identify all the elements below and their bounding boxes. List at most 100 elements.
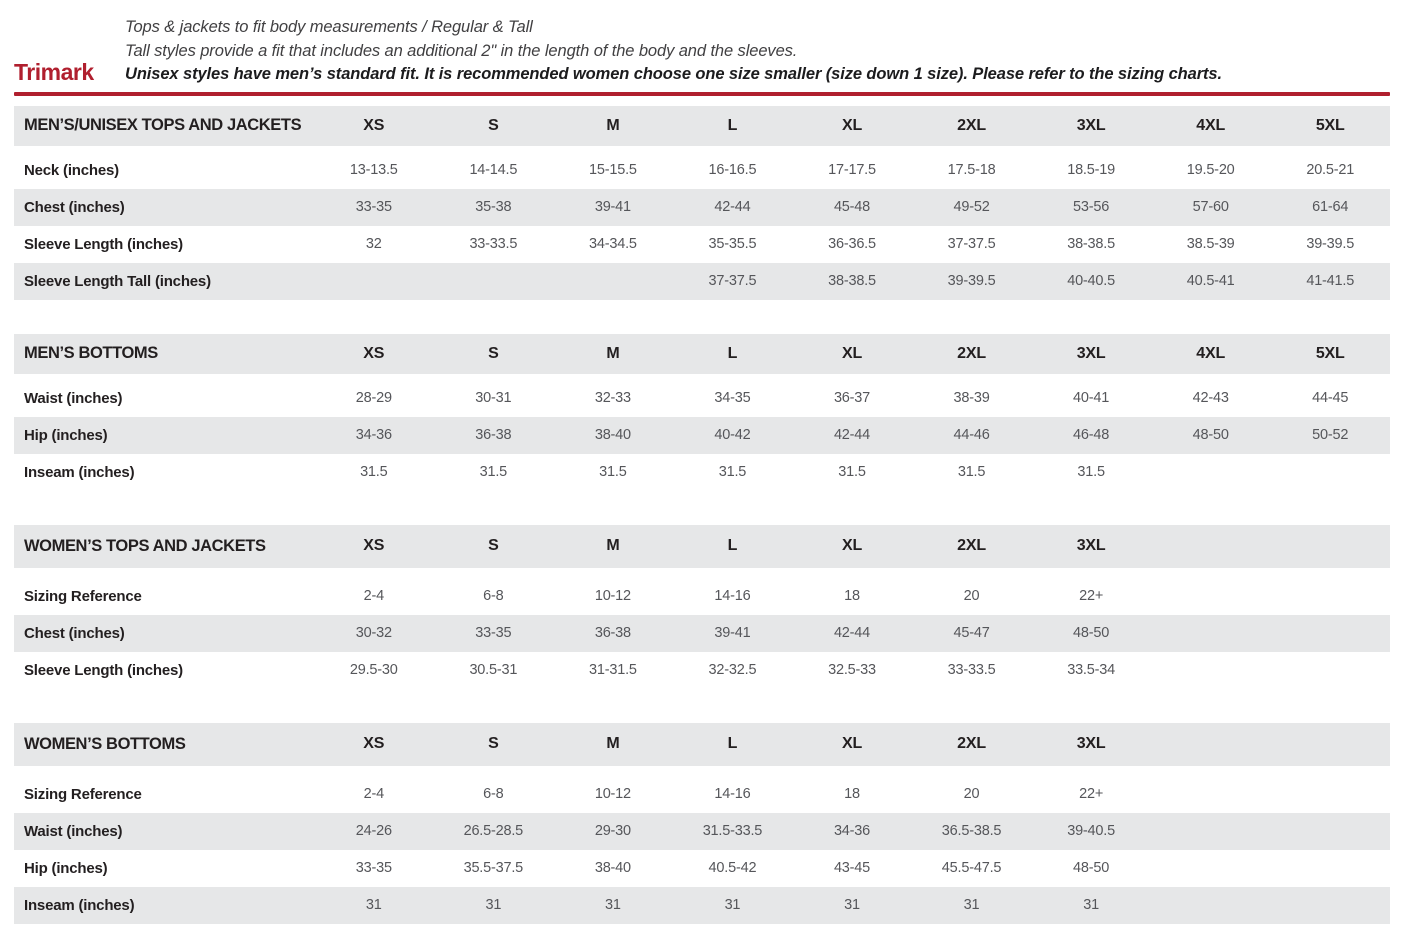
size-value-cell: 42-43 <box>1192 390 1229 406</box>
table-header-row: MEN’S/UNISEX TOPS AND JACKETS XS S M L XL 2XL 3… <box>14 105 1390 146</box>
size-table-womens-tops-and-jackets: WOMEN’S TOPS AND JACKETS XS S M L XL 2XL 3XL Siz… <box>14 524 1390 689</box>
table-row: Waist (inches) 24-26 26.5-28.5 29-30 31.5-33… <box>14 812 1390 850</box>
size-value-cell: 35-35.5 <box>708 236 757 252</box>
size-value-cell: 16-16.5 <box>708 162 757 178</box>
table-row: Inseam (inches) 31.5 31.5 31.5 31.5 31.5 31.5 3… <box>14 454 1390 491</box>
row-label: Sizing Reference <box>24 587 142 605</box>
size-column-header: 2XL <box>957 344 986 362</box>
size-value-cell: 18 <box>844 588 860 604</box>
size-value-cell: 14-14.5 <box>469 162 518 178</box>
size-value-cell: 48-50 <box>1073 625 1110 641</box>
size-value-cell: 31 <box>963 897 980 913</box>
size-value-cell: 31 <box>724 897 741 913</box>
size-column-header: L <box>727 537 738 554</box>
size-value-cell: 6-8 <box>483 786 504 802</box>
size-value-cell: 20 <box>963 588 980 604</box>
size-value-cell: 17.5-18 <box>947 162 996 178</box>
size-value-cell: 37-37.5 <box>708 273 757 289</box>
size-value-cell: 38.5-39 <box>1186 236 1235 252</box>
size-value-cell: 39-39.5 <box>947 273 996 289</box>
size-value-cell: 42-44 <box>714 199 751 215</box>
size-value-cell: 35-38 <box>475 199 512 215</box>
size-value-cell: 26.5-28.5 <box>463 823 524 839</box>
size-column-header: S <box>488 344 499 362</box>
size-value-cell: 48-50 <box>1192 427 1229 443</box>
intro-line-fit: Tops & jackets to fit body measurements … <box>125 18 533 36</box>
size-column-header: 3XL <box>1076 735 1106 752</box>
size-value-cell: 48-50 <box>1073 860 1110 876</box>
size-tables-container: MEN’S/UNISEX TOPS AND JACKETS XS S M L XL 2XL 3… <box>14 105 1390 924</box>
size-value-cell: 24-26 <box>355 823 392 839</box>
row-label: Chest (inches) <box>24 198 125 216</box>
table-row: Inseam (inches) 31 31 31 31 31 31 31 <box>14 886 1390 924</box>
size-value-cell: 33.5-34 <box>1067 662 1115 678</box>
size-value-cell: 38-38.5 <box>1067 236 1115 252</box>
size-column-header: M <box>606 344 620 362</box>
table-row: Chest (inches) 30-32 33-35 36-38 39-41 42-44 4… <box>14 614 1390 652</box>
size-value-cell: 33-33.5 <box>947 662 996 678</box>
size-column-header: XS <box>363 537 385 554</box>
size-value-cell: 44-46 <box>953 427 990 443</box>
size-column-header: 3XL <box>1076 116 1106 134</box>
size-value-cell: 49-52 <box>953 199 990 215</box>
size-value-cell: 22+ <box>1079 786 1104 802</box>
size-value-cell: 34-34.5 <box>588 236 637 252</box>
size-value-cell: 44-45 <box>1312 390 1349 406</box>
size-value-cell: 41-41.5 <box>1306 273 1355 289</box>
intro-line-tall: Tall styles provide a fit that includes … <box>125 41 798 60</box>
size-value-cell: 33-33.5 <box>469 236 518 252</box>
table-header-row: MEN’S BOTTOMS XS S M L XL 2XL 3XL 4XL 5XL <box>14 333 1390 374</box>
size-value-cell: 34-36 <box>355 427 392 443</box>
size-value-cell: 18.5-19 <box>1067 162 1115 178</box>
size-value-cell: 36-36.5 <box>828 236 876 252</box>
size-value-cell: 31.5 <box>838 464 866 480</box>
size-value-cell: 31 <box>605 897 621 913</box>
size-column-header: 2XL <box>957 116 986 134</box>
size-value-cell: 31.5 <box>718 464 747 480</box>
row-label: Sleeve Length (inches) <box>24 661 183 679</box>
size-value-cell: 31 <box>1083 897 1099 913</box>
size-column-header: M <box>606 116 620 134</box>
size-column-header: S <box>488 735 499 752</box>
size-value-cell: 57-60 <box>1192 199 1229 215</box>
size-value-cell: 22+ <box>1079 588 1104 604</box>
size-value-cell: 34-36 <box>833 823 871 839</box>
size-value-cell: 42-44 <box>833 427 871 443</box>
accent-divider <box>14 91 1390 96</box>
size-value-cell: 32 <box>365 236 382 252</box>
size-value-cell: 33-35 <box>355 860 392 876</box>
size-value-cell: 31.5 <box>599 464 627 480</box>
table-row: Sizing Reference 2-4 6-8 10-12 14-16 18 20 22+ <box>14 578 1390 615</box>
size-value-cell: 45-48 <box>833 199 871 215</box>
table-row: Chest (inches) 33-35 35-38 39-41 42-44 45-48 4… <box>14 188 1390 226</box>
size-column-header: S <box>488 116 499 134</box>
size-value-cell: 31 <box>485 897 502 913</box>
size-value-cell: 30.5-31 <box>469 662 518 678</box>
size-value-cell: 40.5-41 <box>1186 273 1235 289</box>
size-column-header: XS <box>363 344 385 362</box>
size-value-cell: 30-31 <box>475 390 512 406</box>
row-label: Inseam (inches) <box>24 463 135 481</box>
size-value-cell: 53-56 <box>1073 199 1110 215</box>
size-column-header: 4XL <box>1196 116 1226 134</box>
size-value-cell: 38-40 <box>594 860 631 876</box>
size-value-cell: 14-16 <box>714 786 751 802</box>
size-value-cell: 42-44 <box>833 625 871 641</box>
size-value-cell: 33-35 <box>475 625 512 641</box>
brand-logo: Trimark <box>14 58 94 85</box>
table-row: Neck (inches) 13-13.5 14-14.5 15-15.5 16-16.… <box>14 152 1390 189</box>
size-column-header: S <box>488 537 499 554</box>
size-value-cell: 37-37.5 <box>947 236 996 252</box>
table-row: Sleeve Length Tall (inches) 37-37.5 38-38.… <box>14 262 1390 300</box>
table-row: Hip (inches) 33-35 35.5-37.5 38-40 40.5-42 43… <box>14 850 1390 887</box>
size-value-cell: 36-37 <box>833 390 871 406</box>
size-column-header: 3XL <box>1076 344 1106 362</box>
size-value-cell: 40-40.5 <box>1067 273 1115 289</box>
row-label: Sleeve Length Tall (inches) <box>24 272 211 290</box>
size-value-cell: 45-47 <box>953 625 990 641</box>
size-column-header: 4XL <box>1196 344 1226 362</box>
size-value-cell: 28-29 <box>355 390 392 406</box>
page-header: Trimark Tops & jackets to fit body measu… <box>14 0 1390 87</box>
row-label: Waist (inches) <box>24 822 123 840</box>
